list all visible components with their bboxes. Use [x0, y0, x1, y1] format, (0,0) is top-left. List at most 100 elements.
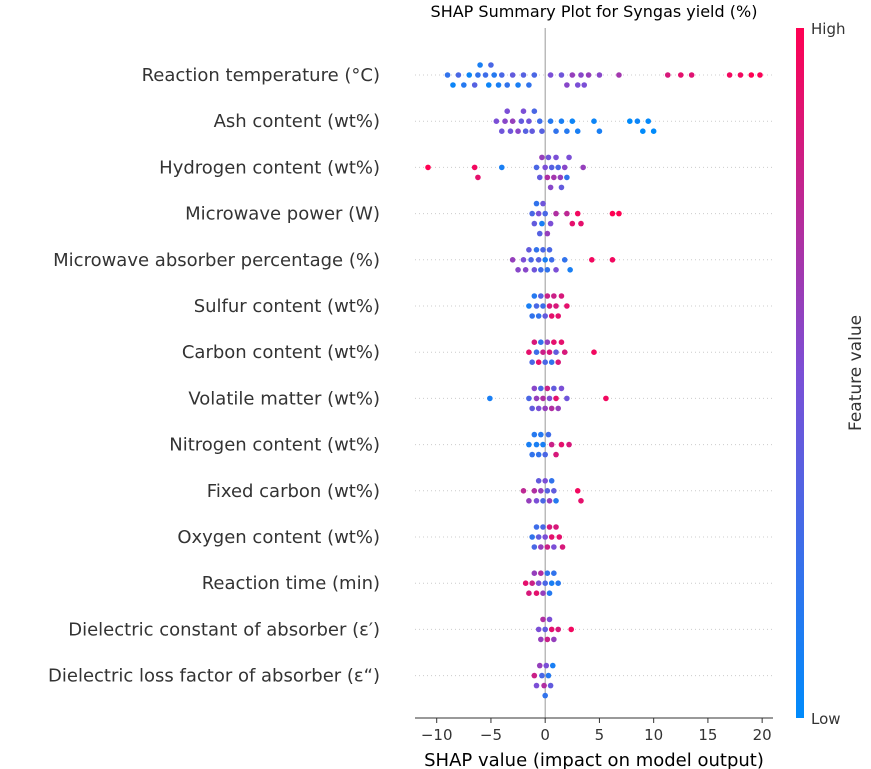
shap-point	[555, 359, 561, 366]
shap-point	[538, 431, 544, 438]
shap-point	[526, 247, 532, 253]
shap-point	[544, 293, 551, 299]
shap-point	[544, 339, 551, 346]
shap-point	[533, 441, 540, 448]
shap-point	[533, 498, 540, 504]
shap-point	[526, 395, 532, 402]
shap-point	[558, 441, 565, 448]
shap-point	[471, 82, 478, 88]
shap-point	[548, 534, 555, 540]
shap-point	[555, 164, 561, 171]
shap-point	[528, 257, 534, 263]
shap-point	[531, 385, 538, 392]
feature-label: Oxygen content (wt%)	[177, 527, 380, 548]
shap-point	[522, 580, 529, 586]
shap-point	[555, 626, 561, 633]
shap-point	[471, 164, 478, 171]
shap-point	[553, 154, 559, 161]
shap-point	[757, 72, 763, 78]
shap-point	[545, 154, 552, 161]
shap-point	[561, 164, 568, 171]
shap-point	[569, 220, 576, 227]
shap-point	[569, 118, 576, 124]
shap-point	[540, 441, 546, 448]
shap-point	[520, 488, 527, 494]
shap-point	[542, 451, 548, 458]
chart-title: SHAP Summary Plot for Syngas yield (%)	[431, 2, 758, 21]
colorbar: High Low Feature value	[796, 20, 866, 728]
shap-point	[547, 184, 554, 191]
shap-point	[539, 672, 545, 679]
shap-point	[538, 385, 544, 392]
shap-point	[531, 72, 538, 78]
shap-point	[502, 118, 508, 124]
shap-point	[549, 662, 556, 669]
shap-point	[450, 82, 456, 88]
shap-point	[475, 72, 481, 78]
shap-point	[542, 359, 548, 366]
shap-point	[540, 247, 546, 253]
shap-point	[541, 682, 547, 689]
shap-point	[548, 359, 555, 366]
shap-point	[515, 267, 521, 273]
feature-label: Microwave absorber percentage (%)	[53, 250, 380, 271]
shap-point	[548, 580, 555, 586]
shap-point	[498, 164, 505, 171]
shap-point	[509, 257, 516, 263]
shap-point	[547, 220, 554, 227]
x-axis: −10 −5 0 5 10 15 20	[415, 717, 773, 744]
shap-point	[544, 230, 551, 237]
shap-point	[564, 174, 570, 181]
x-tick-label: 20	[753, 726, 772, 744]
shap-point	[566, 441, 572, 448]
shap-point	[627, 118, 633, 124]
shap-point	[551, 339, 557, 346]
shap-point	[559, 544, 566, 550]
shap-point	[482, 72, 489, 78]
shap-point	[569, 72, 576, 78]
feature-label: Sulfur content (wt%)	[194, 296, 380, 317]
shap-point	[542, 313, 548, 319]
shap-point	[548, 164, 555, 171]
shap-point	[531, 488, 538, 494]
shap-point	[522, 128, 529, 134]
shap-point	[529, 405, 535, 412]
feature-label: Volatile matter (wt%)	[188, 388, 380, 409]
shap-point	[564, 395, 570, 402]
shap-point	[485, 82, 492, 88]
shap-point	[540, 590, 546, 596]
shap-point	[645, 118, 652, 124]
shap-point	[555, 405, 561, 412]
feature-label: Carbon content (wt%)	[182, 342, 380, 363]
x-axis-label: SHAP value (impact on model output)	[424, 750, 764, 769]
shap-point	[536, 118, 543, 124]
shap-point	[538, 636, 544, 643]
shap-point	[540, 616, 546, 623]
shap-point	[558, 184, 565, 191]
shap-point	[533, 247, 540, 253]
shap-point	[544, 267, 551, 273]
shap-point	[551, 488, 557, 494]
shap-point	[531, 108, 538, 114]
feature-labels: Reaction temperature (°C) Ash content (wt…	[48, 65, 380, 687]
shap-point	[603, 395, 609, 402]
shap-point	[548, 405, 555, 412]
shap-point	[533, 303, 540, 309]
shap-point	[477, 62, 483, 68]
shap-point	[544, 570, 551, 576]
shap-point	[504, 82, 511, 88]
shap-point	[589, 257, 595, 263]
shap-point	[544, 488, 551, 494]
shap-point	[544, 174, 551, 181]
shap-point	[533, 524, 540, 530]
shap-point	[542, 478, 548, 484]
shap-point	[531, 544, 538, 550]
shap-point	[553, 128, 559, 134]
shap-point	[558, 118, 565, 124]
shap-point	[574, 82, 581, 88]
shap-point	[542, 257, 548, 263]
shap-point	[539, 154, 545, 161]
x-tick-label: 0	[540, 726, 550, 744]
shap-point	[688, 72, 695, 78]
feature-label: Reaction time (min)	[202, 573, 380, 594]
